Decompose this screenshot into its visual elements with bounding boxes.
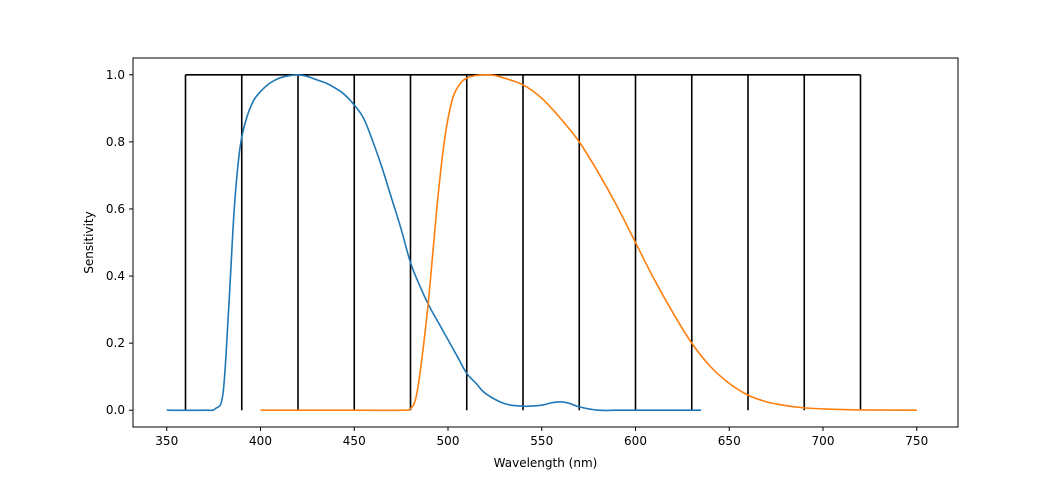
y-tick-label: 0.4: [106, 269, 125, 283]
y-tick-label: 0.0: [106, 403, 125, 417]
x-axis-label: Wavelength (nm): [494, 456, 598, 470]
x-tick-label: 500: [437, 434, 460, 448]
x-tick-label: 400: [249, 434, 272, 448]
x-tick-label: 600: [624, 434, 647, 448]
y-tick-label: 0.6: [106, 202, 125, 216]
x-axis: 350 400 450 500 550 600 650 700 750: [155, 427, 928, 448]
axes-frame: [132, 57, 959, 428]
x-tick-label: 550: [530, 434, 553, 448]
x-tick-label: 650: [718, 434, 741, 448]
series-line-2: [260, 73, 917, 412]
y-axis: 0.0 0.2 0.4 0.6 0.8 1.0: [106, 68, 133, 417]
plot-area: [166, 73, 917, 412]
x-tick-label: 750: [905, 434, 928, 448]
y-tick-label: 0.2: [106, 336, 125, 350]
series-line-1: [166, 73, 702, 412]
x-tick-label: 700: [812, 434, 835, 448]
y-tick-label: 1.0: [106, 68, 125, 82]
x-tick-label: 350: [155, 434, 178, 448]
y-axis-label: Sensitivity: [82, 211, 96, 273]
x-tick-label: 450: [343, 434, 366, 448]
y-tick-label: 0.8: [106, 135, 125, 149]
